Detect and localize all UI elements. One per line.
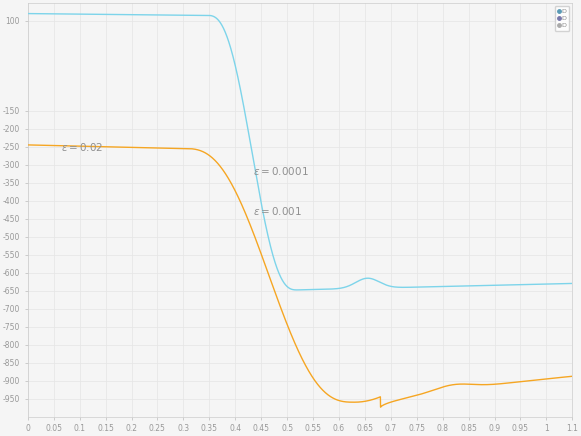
Text: $\epsilon = 0.0001$: $\epsilon = 0.0001$	[253, 166, 309, 177]
Text: $\epsilon = 0.001$: $\epsilon = 0.001$	[253, 205, 303, 217]
Text: $\epsilon = 0.02$: $\epsilon = 0.02$	[62, 141, 104, 153]
Legend: D, D, D: D, D, D	[555, 6, 569, 31]
